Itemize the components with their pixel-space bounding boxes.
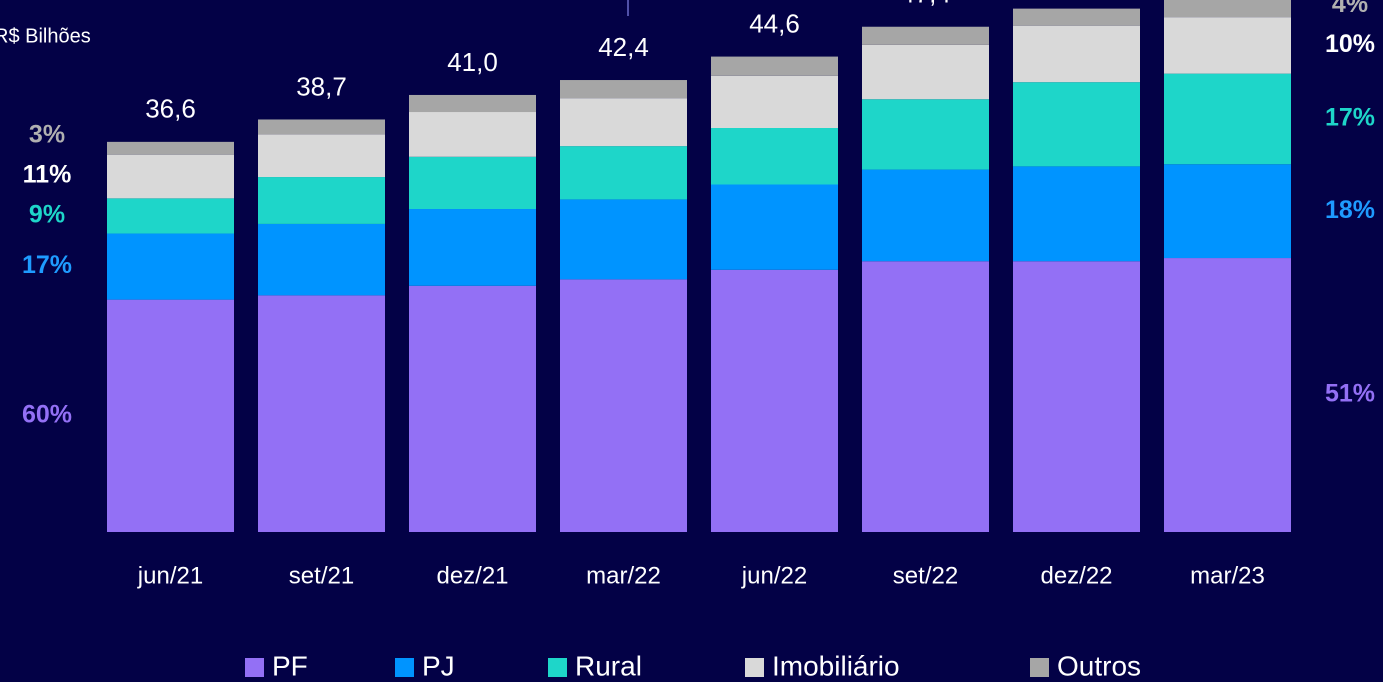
- bar-segment: [560, 146, 687, 200]
- bar-segment: [409, 209, 536, 286]
- unit-label: R$ Bilhões: [0, 25, 91, 47]
- total-label: 44,6: [749, 8, 800, 38]
- share-label: 11%: [23, 161, 72, 189]
- share-label: 17%: [22, 251, 72, 279]
- bar-segment: [862, 99, 989, 170]
- bar-segment: [258, 177, 385, 224]
- bar-segment: [107, 198, 234, 234]
- bar-segment: [107, 154, 234, 199]
- bar-segment: [711, 128, 838, 185]
- total-label: 41,0: [447, 47, 498, 77]
- bar-segment: [107, 233, 234, 300]
- bar-segment: [107, 299, 234, 532]
- bar-segment: [560, 98, 687, 147]
- legend-swatch: [245, 658, 264, 677]
- legend-swatch: [1030, 658, 1049, 677]
- total-label: 47,4: [900, 0, 951, 9]
- bar-segment: [258, 134, 385, 178]
- bar-segment: [1013, 261, 1140, 532]
- bar-segment: [862, 26, 989, 45]
- bar-segment: [1164, 73, 1291, 165]
- bar-segment: [1013, 8, 1140, 26]
- legend-label: Rural: [575, 650, 642, 681]
- bar-segment: [1164, 258, 1291, 532]
- bar-segment: [258, 119, 385, 135]
- bar-segment: [862, 169, 989, 262]
- bar-segment: [711, 269, 838, 532]
- bar-segment: [711, 56, 838, 76]
- bar-segment: [258, 295, 385, 532]
- total-label: 38,7: [296, 71, 347, 101]
- legend-swatch: [395, 658, 414, 677]
- bar-segment: [258, 223, 385, 296]
- bar-segment: [1164, 17, 1291, 74]
- legend-swatch: [745, 658, 764, 677]
- total-label: 42,4: [598, 32, 649, 62]
- share-label: 4%: [1332, 0, 1368, 18]
- share-label: 17%: [1325, 104, 1375, 132]
- bar-segment: [711, 75, 838, 129]
- legend-label: Imobiliário: [772, 650, 900, 681]
- x-tick-label: mar/22: [586, 562, 661, 589]
- x-tick-label: jun/22: [741, 562, 807, 589]
- bar-segment: [1164, 164, 1291, 259]
- x-tick-label: mar/23: [1190, 562, 1265, 589]
- bar-segment: [409, 94, 536, 113]
- legend-label: Outros: [1057, 650, 1141, 681]
- total-label: 36,6: [145, 94, 196, 124]
- bar-segment: [711, 184, 838, 270]
- x-tick-label: dez/22: [1040, 562, 1112, 589]
- x-tick-label: set/22: [893, 562, 958, 589]
- bar-segment: [1013, 166, 1140, 262]
- bar-segment: [409, 285, 536, 532]
- legend-swatch: [548, 658, 567, 677]
- share-label: 3%: [29, 121, 65, 149]
- bar-segment: [560, 80, 687, 99]
- bar-segment: [1013, 25, 1140, 83]
- legend-label: PF: [272, 650, 308, 681]
- share-label: 51%: [1325, 380, 1375, 408]
- share-label: 18%: [1325, 196, 1375, 224]
- share-label: 9%: [29, 201, 65, 229]
- bar-segment: [560, 279, 687, 532]
- bar-segment: [560, 199, 687, 280]
- bar-segment: [1164, 0, 1291, 18]
- bar-segment: [107, 141, 234, 155]
- bar-segment: [862, 261, 989, 532]
- x-tick-label: jun/21: [137, 562, 203, 589]
- x-tick-label: set/21: [289, 562, 354, 589]
- bar-segment: [409, 156, 536, 210]
- legend-label: PJ: [422, 650, 455, 681]
- x-tick-label: dez/21: [436, 562, 508, 589]
- bar-segment: [409, 112, 536, 157]
- share-label: 60%: [22, 400, 72, 428]
- share-label: 10%: [1325, 30, 1375, 58]
- bar-segment: [862, 44, 989, 100]
- bar-segment: [1013, 82, 1140, 167]
